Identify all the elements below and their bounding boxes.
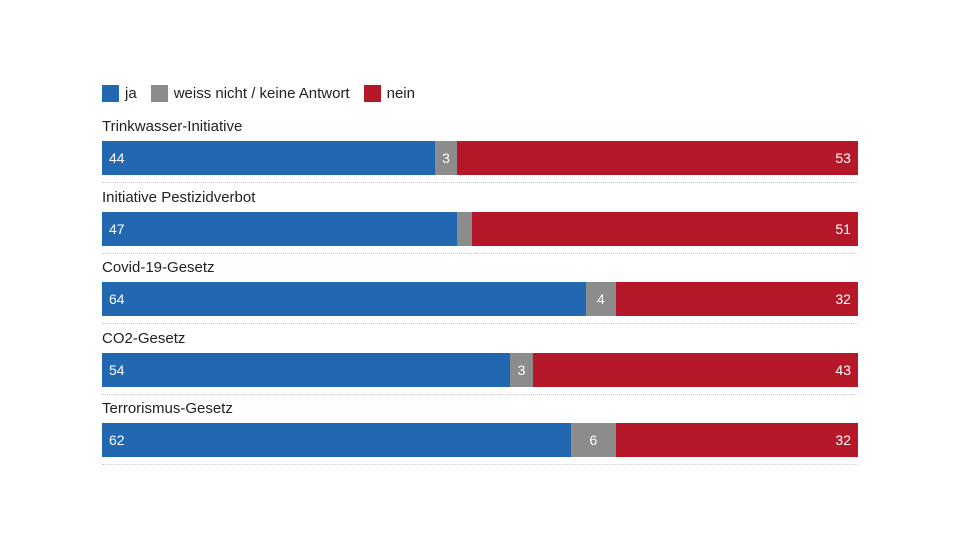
legend-item-nein: nein	[363, 84, 415, 102]
legend-swatch-ja	[102, 84, 119, 102]
data-label-unknown: 4	[597, 291, 605, 307]
legend-label-unknown: weiss nicht / keine Antwort	[173, 84, 350, 102]
stacked-bar: 62 6 32	[102, 423, 858, 457]
legend-swatch-nein	[363, 84, 381, 102]
category-label: Trinkwasser-Initiative	[102, 118, 243, 135]
bar-segment-nein: 32	[616, 282, 858, 316]
data-label-nein: 32	[835, 291, 851, 307]
bar-segment-unknown: 3	[510, 352, 533, 387]
data-label-unknown: 6	[589, 432, 598, 448]
bar-segment-unknown	[457, 211, 473, 246]
data-label-ja: 54	[109, 361, 125, 378]
data-label-nein: 32	[835, 432, 851, 448]
category-label: Terrorismus-Gesetz	[102, 400, 233, 417]
legend-label-nein: nein	[386, 84, 415, 102]
stacked-bar: 64 4 32	[102, 282, 858, 316]
row-divider	[102, 182, 858, 183]
data-label-ja: 62	[109, 432, 125, 448]
bar-segment-nein: 43	[532, 352, 858, 387]
data-label-nein: 53	[835, 150, 851, 166]
bar-segment-nein: 53	[457, 141, 858, 175]
row-divider	[102, 393, 858, 395]
bar-segment-nein: 51	[472, 211, 858, 246]
legend: ja weiss nicht / keine Antwort nein	[102, 83, 429, 103]
legend-swatch-unknown	[150, 84, 168, 102]
legend-label-ja: ja	[125, 84, 137, 102]
data-label-nein: 51	[835, 220, 851, 237]
data-label-ja: 44	[109, 150, 125, 166]
category-label: Initiative Pestizidverbot	[102, 188, 256, 206]
data-label-unknown: 3	[517, 361, 526, 378]
bar-segment-ja: 62	[102, 423, 571, 457]
bar-segment-unknown: 6	[570, 423, 617, 457]
bar-segment-ja: 54	[102, 352, 511, 387]
bar-segment-ja: 64	[102, 282, 586, 316]
category-label: Covid-19-Gesetz	[102, 259, 215, 276]
row-divider	[102, 252, 858, 254]
bar-segment-unknown: 3	[434, 141, 458, 175]
data-label-ja: 64	[109, 291, 125, 307]
bar-segment-unknown: 4	[585, 282, 617, 316]
stacked-bar: 54 3 43	[102, 352, 858, 387]
bar-segment-ja: 47	[102, 211, 458, 246]
data-label-ja: 47	[109, 220, 125, 237]
bar-segment-ja: 44	[102, 141, 435, 175]
bar-segment-nein: 32	[616, 423, 858, 457]
row-divider	[102, 323, 858, 324]
stacked-bar: 44 3 53	[102, 141, 858, 175]
data-label-unknown: 3	[442, 150, 450, 166]
row-divider	[102, 464, 858, 465]
category-label: CO2-Gesetz	[102, 329, 186, 347]
data-label-nein: 43	[835, 361, 851, 378]
legend-item-ja: ja	[102, 84, 137, 102]
legend-item-unknown: weiss nicht / keine Antwort	[150, 84, 350, 102]
stacked-bar: 47 51	[102, 211, 858, 246]
